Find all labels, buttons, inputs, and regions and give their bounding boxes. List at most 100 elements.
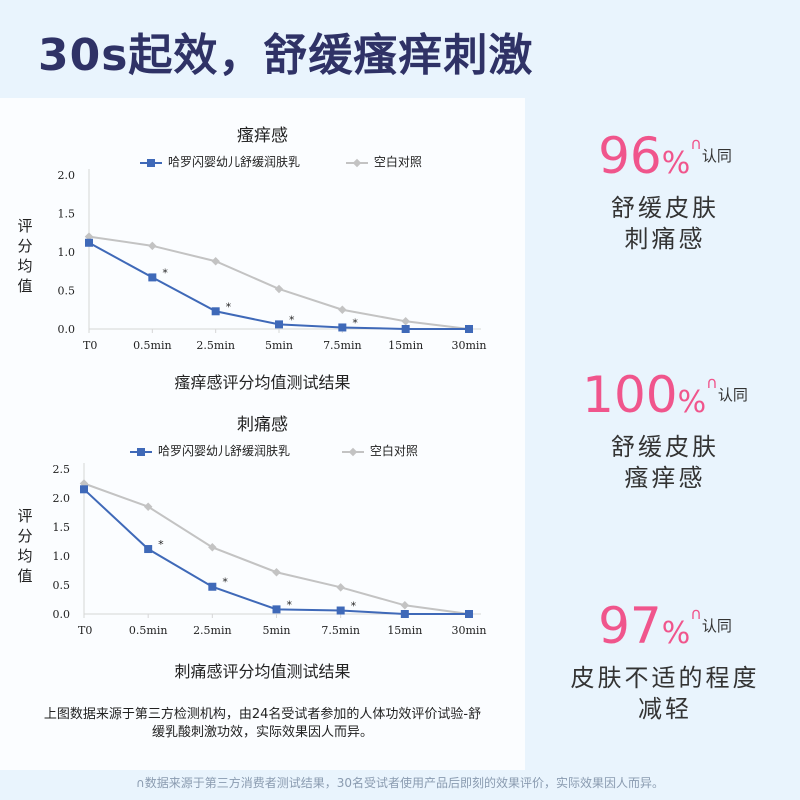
chart-2-series-1-point xyxy=(80,485,88,494)
stat-1-desc-line-1: 舒缓皮肤 xyxy=(611,194,719,222)
stat-block-1: 96%∩认同 舒缓皮肤 刺痛感 xyxy=(530,115,800,255)
stat-2-agree: 认同 xyxy=(717,386,748,404)
footnote: ∩数据来源于第三方消费者测试结果，30名受试者使用产品后即刻的效果评价，实际效果… xyxy=(135,776,665,790)
chart-1-series-2-point xyxy=(211,256,220,266)
chart-2-x-tick-label: 15min xyxy=(387,624,422,637)
chart-1-y-tick-label: 0.0 xyxy=(58,323,76,336)
chart-1-y-tick-label: 1.0 xyxy=(58,246,76,259)
chart-2-y-tick-label: 1.0 xyxy=(53,550,71,563)
stat-2-desc-line-2: 瘙痒感 xyxy=(624,464,706,492)
chart-1-x-tick-label: 2.5min xyxy=(196,339,235,352)
chart-2-series-1-point xyxy=(208,582,217,591)
chart-2-y-tick-label: 2.0 xyxy=(53,492,71,505)
chart-1-significance-mark: * xyxy=(352,316,358,329)
chart-2-significance-mark: * xyxy=(158,538,164,551)
chart-2-series-1-point xyxy=(336,606,345,615)
chart-2-y-tick-label: 0.0 xyxy=(53,608,71,621)
chart-1-x-tick-label: 0.5min xyxy=(133,339,172,352)
chart-2-x-tick-label: 2.5min xyxy=(193,624,232,637)
stat-1-agree: 认同 xyxy=(701,147,732,165)
stat-block-2: 100%∩认同 舒缓皮肤 瘙痒感 xyxy=(530,354,800,494)
chart-1-series-1-point xyxy=(85,238,93,247)
legend-diamond-marker-icon xyxy=(345,158,368,167)
chart-2-significance-mark: * xyxy=(222,576,228,589)
chart-1-x-tick-label: 5min xyxy=(265,339,293,352)
stat-3-desc-line-2: 减轻 xyxy=(638,695,692,723)
chart-2-significance-mark: * xyxy=(287,598,293,611)
chart-2-legend-item-product: 哈罗闪婴幼儿舒缓润肤乳 xyxy=(130,442,290,459)
chart-1-significance-mark: * xyxy=(162,266,168,279)
chart-2-series-1-point xyxy=(400,610,409,618)
chart-2-series-1-point xyxy=(465,610,473,618)
chart-1-y-tick-label: 2.0 xyxy=(58,169,76,182)
chart-2-x-tick-label: 30min xyxy=(451,624,486,637)
chart-2-series-2-line xyxy=(83,482,470,615)
chart-2-series-1-line xyxy=(83,488,469,615)
stat-3-footnote-mark: ∩ xyxy=(690,604,702,623)
stat-2-percent: % xyxy=(677,385,707,420)
chart-2-x-tick-label: 5min xyxy=(262,624,290,637)
chart-2-x-tick-label: 7.5min xyxy=(321,624,360,637)
chart-1-series-1-point xyxy=(275,320,283,329)
chart-1-x-tick-label: T0 xyxy=(83,339,97,352)
chart-2-x-tick-label: 0.5min xyxy=(129,624,168,637)
stat-2-figure: 100%∩认同 xyxy=(530,354,800,432)
chart-2-y-tick-label: 0.5 xyxy=(53,579,71,592)
chart-2-legend: 哈罗闪婴幼儿舒缓润肤乳 空白对照 xyxy=(130,442,418,459)
stat-3-desc-line-1: 皮肤不适的程度 xyxy=(570,664,760,692)
stat-1-percent: % xyxy=(661,146,691,181)
chart-2-series-2-point xyxy=(336,583,345,592)
stat-1-desc-line-2: 刺痛感 xyxy=(624,225,706,253)
chart-1-y-tick-label: 1.5 xyxy=(58,208,76,221)
chart-2-legend-label-control: 空白对照 xyxy=(369,444,418,458)
chart-2-x-tick-label: T0 xyxy=(78,624,92,637)
chart-1-legend-label-product: 哈罗闪婴幼儿舒缓润肤乳 xyxy=(168,155,301,169)
chart-1-plot: 0.0 0.5 1.0 1.5 2.0 T0 0.5min 2.5min 5min 7.5min 1… xyxy=(58,169,487,352)
chart-2-y-axis-label: 评分均值 xyxy=(17,507,33,585)
charts-panel: 瘙痒感 哈罗闪婴幼儿舒缓润肤乳 空白对照 评分均值 0.0 0.5 1.0 1.5 2.… xyxy=(0,98,525,770)
legend-square-marker-icon xyxy=(140,158,162,167)
chart-2-plot: 0.0 0.5 1.0 1.5 2.0 2.5 T0 0.5min 2.5min 5min 7.5m… xyxy=(53,463,487,637)
chart-1-series-2-point xyxy=(148,241,157,251)
chart-1-series-2-point xyxy=(401,317,410,326)
chart-1-legend-label-control: 空白对照 xyxy=(373,155,422,169)
chart-1-legend: 哈罗闪婴幼儿舒缓润肤乳 空白对照 xyxy=(140,153,422,170)
chart-2-series-1-point xyxy=(144,545,153,554)
chart-1-caption: 瘙痒感评分均值测试结果 xyxy=(174,373,351,392)
stat-block-3: 97%∩认同 皮肤不适的程度 减轻 xyxy=(530,585,800,725)
chart-2-legend-item-control: 空白对照 xyxy=(341,442,418,459)
chart-1-series-1-point xyxy=(211,307,220,316)
chart-1-x-tick-label: 7.5min xyxy=(323,339,362,352)
stat-1-footnote-mark: ∩ xyxy=(690,134,702,153)
chart-1-series-1-point xyxy=(148,273,157,282)
stat-3-percent: % xyxy=(661,616,691,651)
chart-2-title: 刺痛感 xyxy=(237,415,288,435)
chart-1-series-1-point xyxy=(465,325,473,333)
chart-2-series-2-point xyxy=(400,601,410,610)
chart-2-significance-mark: * xyxy=(351,600,357,613)
chart-1-y-axis-label: 评分均值 xyxy=(17,217,33,295)
chart-1-series-1-point xyxy=(401,325,410,333)
chart-1-y-tick-label: 0.5 xyxy=(58,285,76,298)
chart-1-series-2-point xyxy=(338,305,347,314)
chart-2-series-2-point xyxy=(208,543,217,552)
stat-3-figure: 97%∩认同 xyxy=(530,585,800,663)
chart-1-series-2-point xyxy=(274,284,284,294)
chart-2-series-2-point xyxy=(272,567,281,577)
chart-1-significance-mark: * xyxy=(289,313,295,326)
chart-1-series-2-line xyxy=(88,235,470,330)
stat-1-figure: 96%∩认同 xyxy=(530,115,800,193)
chart-1-significance-mark: * xyxy=(226,300,232,313)
chart-1-x-tick-label: 30min xyxy=(451,339,486,352)
chart-1-series-1-point xyxy=(338,323,347,332)
legend-diamond-marker-icon xyxy=(341,447,364,456)
headline: 30s起效，舒缓瘙痒刺激 xyxy=(38,30,534,81)
chart-1-legend-item-product: 哈罗闪婴幼儿舒缓润肤乳 xyxy=(140,153,300,170)
chart-1-title: 瘙痒感 xyxy=(237,126,288,146)
legend-square-marker-icon xyxy=(130,447,152,456)
chart-2-series-1-point xyxy=(272,605,281,614)
chart-1-series-2-point xyxy=(84,232,94,241)
stat-1-number: 96 xyxy=(598,127,662,185)
chart-1-legend-item-control: 空白对照 xyxy=(345,153,422,170)
